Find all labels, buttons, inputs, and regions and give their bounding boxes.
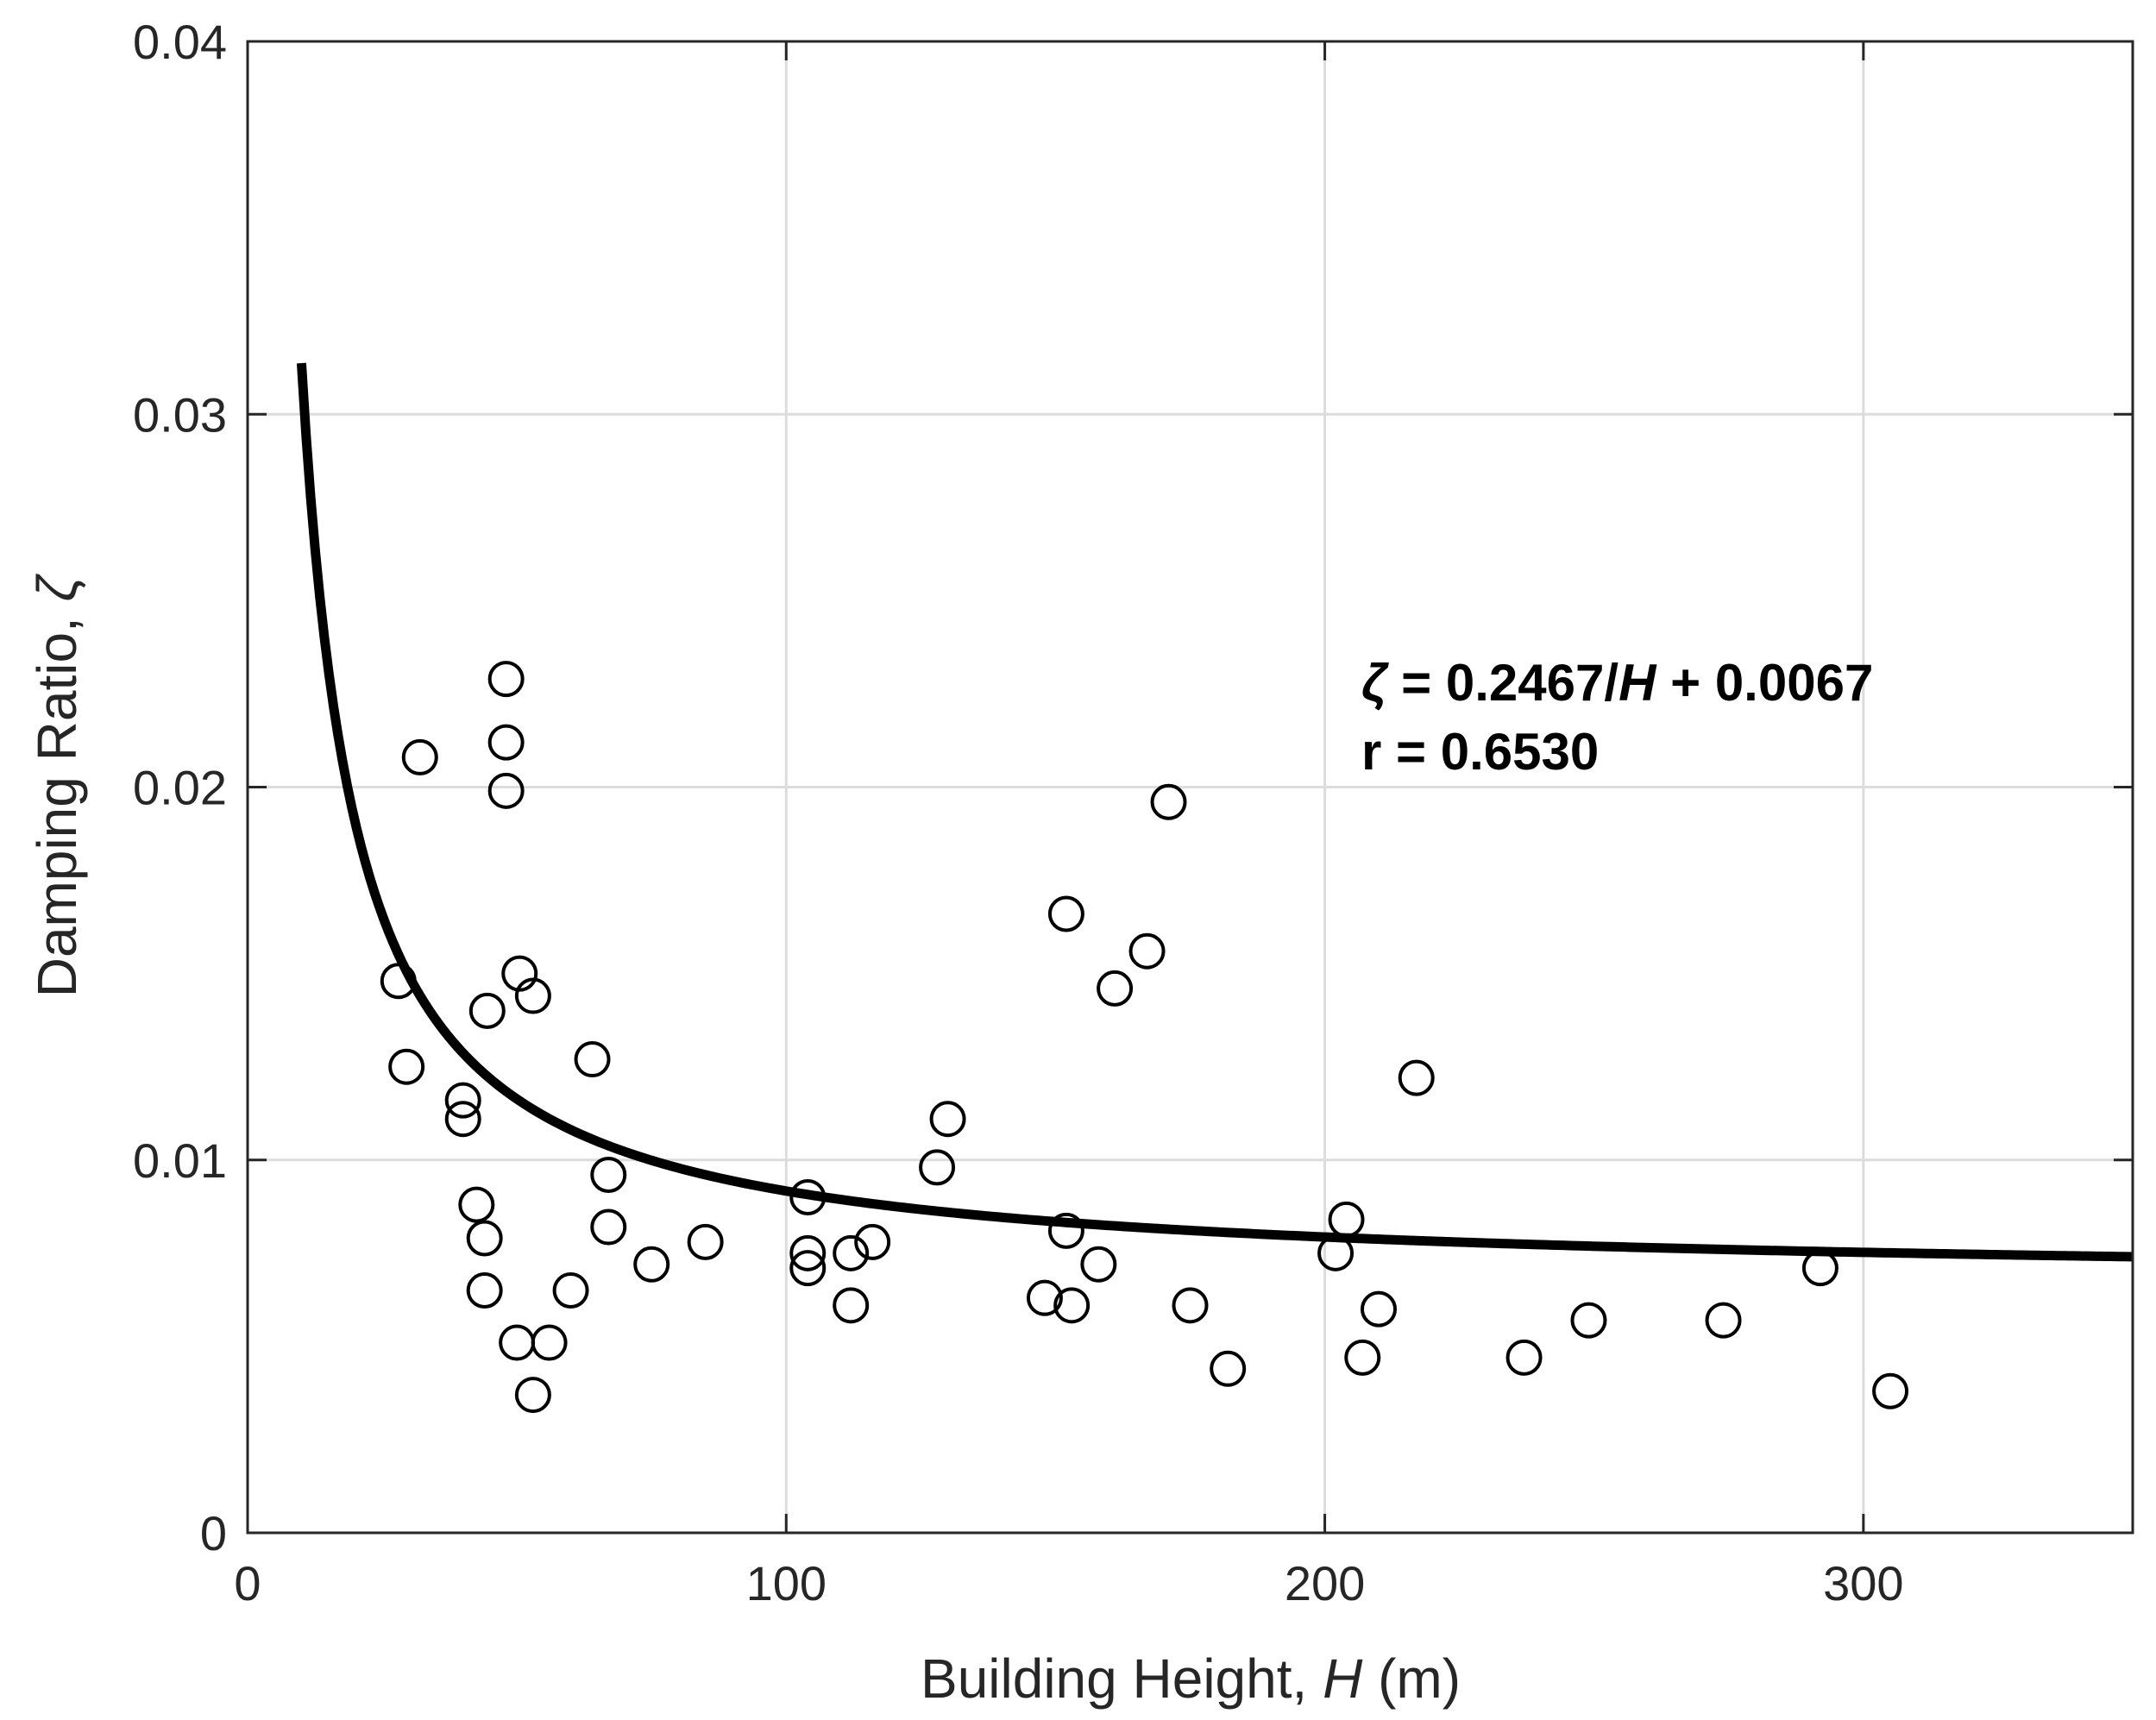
data-point [1328, 1201, 1365, 1238]
data-point [1344, 1339, 1381, 1376]
data-point [1047, 1212, 1084, 1249]
data-point [1080, 1246, 1117, 1283]
data-point [1317, 1234, 1355, 1271]
data-point [1150, 783, 1187, 820]
data-point [1505, 1339, 1543, 1376]
data-point [929, 1101, 966, 1138]
tick-marks [246, 40, 2133, 1535]
data-point [444, 1082, 481, 1119]
data-point [1872, 1372, 1909, 1409]
data-point [388, 1048, 425, 1085]
y-axis-label-symbol: ζ [26, 573, 88, 601]
data-point [789, 1234, 827, 1271]
data-point [466, 1272, 503, 1309]
y-tick-label: 0.03 [133, 387, 227, 442]
data-point [590, 1157, 627, 1194]
x-axis-label-symbol: H [1323, 1648, 1363, 1710]
y-tick-label: 0 [200, 1506, 227, 1560]
data-point [444, 1101, 481, 1138]
equation-rhs: + 0.0067 [1656, 654, 1873, 712]
data-point [574, 1041, 611, 1078]
data-point [487, 724, 525, 761]
data-point [1097, 970, 1134, 1007]
data-point [854, 1223, 891, 1260]
data-point [1172, 1287, 1209, 1324]
equation-zeta: ζ [1361, 654, 1389, 712]
data-point [458, 1186, 495, 1223]
data-point [919, 1149, 956, 1186]
y-axis-label: Damping Ratio, ζ [26, 573, 88, 997]
data-point [466, 1220, 503, 1257]
data-point [552, 1272, 589, 1309]
data-point [487, 661, 525, 698]
data-point [590, 1208, 627, 1246]
data-point [531, 1324, 568, 1361]
x-tick-label: 200 [1285, 1556, 1365, 1610]
data-point [468, 992, 506, 1029]
x-axis-label: Building Height, H (m) [921, 1648, 1461, 1710]
data-point [1128, 932, 1166, 970]
data-points [380, 661, 1909, 1414]
data-point [1047, 895, 1084, 932]
data-point [833, 1287, 870, 1324]
y-tick-label: 0.01 [133, 1133, 227, 1188]
equation-h: H [1619, 654, 1657, 712]
data-point [1705, 1302, 1742, 1339]
data-point [1570, 1302, 1607, 1339]
data-point [833, 1234, 870, 1271]
data-point [687, 1223, 724, 1260]
data-point [633, 1246, 670, 1283]
data-point [1398, 1059, 1435, 1096]
y-tick-label: 0.02 [133, 761, 227, 815]
equation-lhs: = 0.2467/ [1387, 654, 1619, 712]
x-tick-label: 300 [1823, 1556, 1903, 1610]
x-tick-label: 0 [234, 1556, 261, 1610]
y-tick-labels: 0 0.01 0.02 0.03 0.04 [133, 15, 227, 1560]
data-point [1053, 1287, 1091, 1324]
data-point [514, 1377, 551, 1414]
y-axis-label-prefix: Damping Ratio, [26, 601, 88, 997]
x-tick-labels: 0 100 200 300 [234, 1556, 1903, 1610]
data-point [1210, 1350, 1247, 1387]
data-point [1801, 1250, 1839, 1287]
data-point [1361, 1290, 1397, 1328]
x-axis-label-prefix: Building Height, [921, 1648, 1323, 1710]
x-tick-label: 100 [746, 1556, 827, 1610]
x-axis-label-suffix: (m) [1362, 1648, 1461, 1710]
data-point [1026, 1279, 1063, 1316]
fit-equation-annotation: ζ = 0.2467/H + 0.0067 [1361, 654, 1873, 712]
data-point [789, 1250, 827, 1287]
y-tick-label: 0.04 [133, 15, 227, 69]
data-point [380, 963, 417, 1000]
data-point [401, 738, 438, 775]
data-point [514, 977, 551, 1014]
data-point [487, 772, 525, 809]
grid-lines [248, 41, 2133, 1533]
data-point [789, 1178, 827, 1215]
correlation-annotation: r = 0.6530 [1361, 723, 1599, 781]
